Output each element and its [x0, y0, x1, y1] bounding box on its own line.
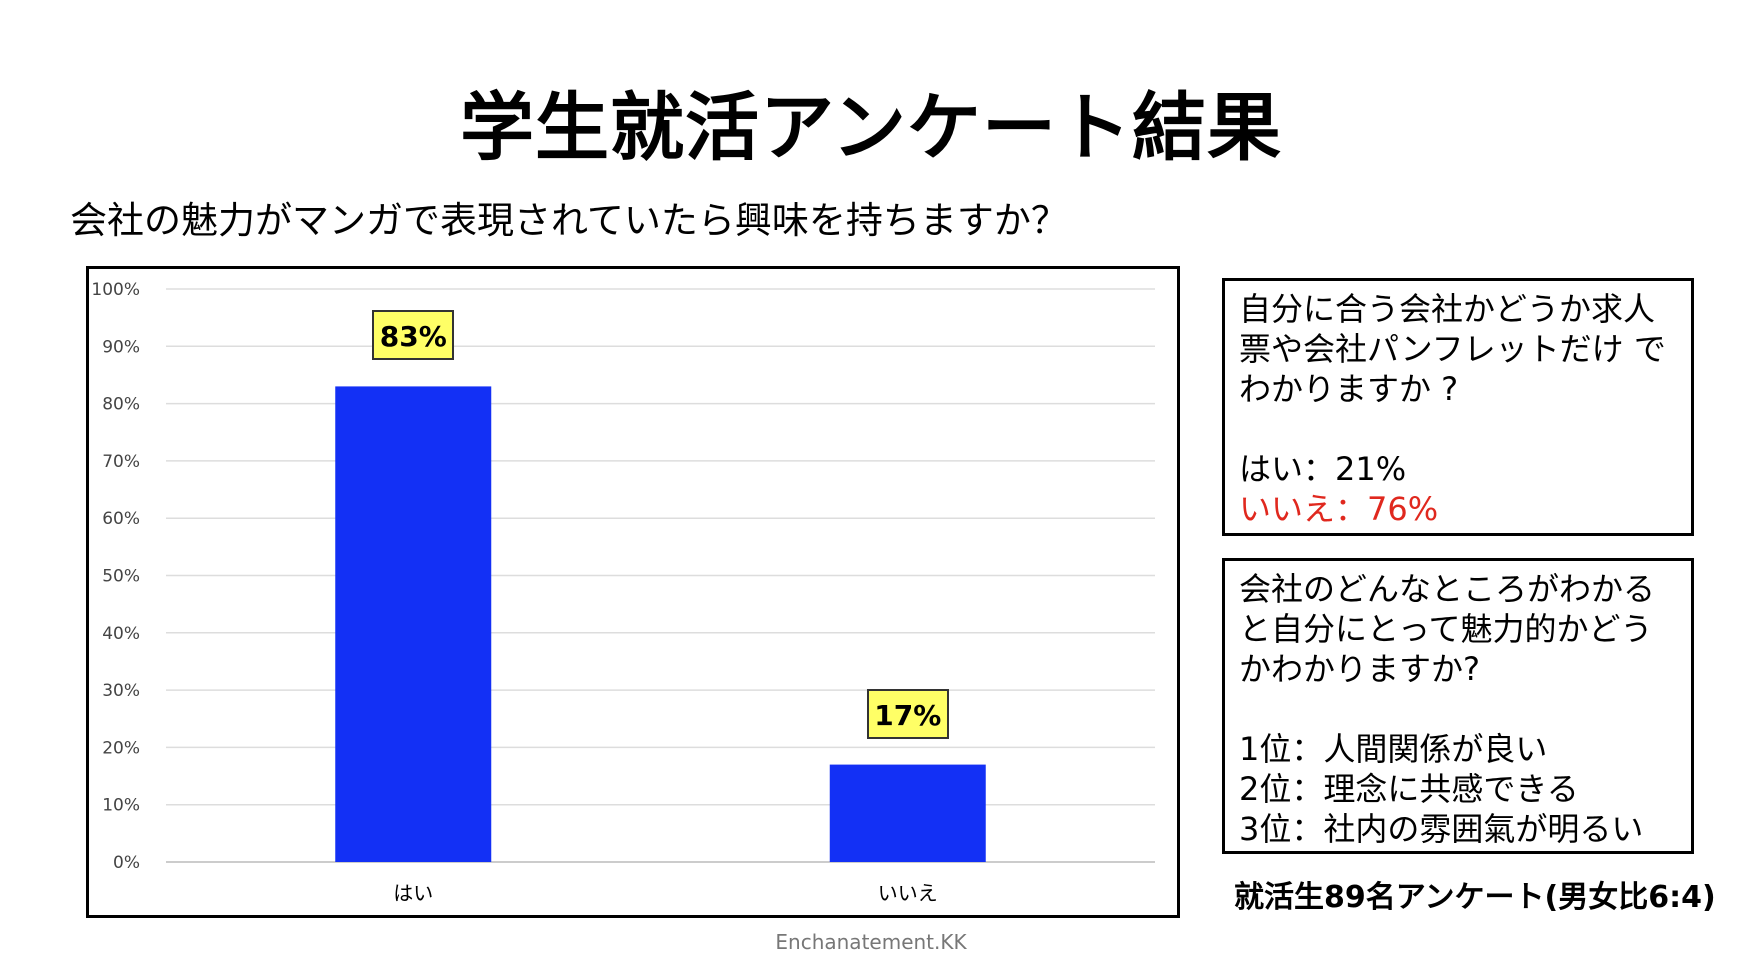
- info-box-question: 会社のどんなところがわかると自分にとって魅力的かどうかわかりますか?: [1239, 570, 1656, 688]
- rank-item: 2位：理念に共感できる: [1239, 770, 1579, 808]
- answer-no: いいえ：76%: [1239, 490, 1439, 528]
- info-box-question: 自分に合う会社かどうか求人票や会社パンフレットだけ でわかりますか ?: [1239, 290, 1666, 408]
- data-label: 17%: [866, 688, 949, 739]
- y-tick-label: 20%: [102, 738, 140, 758]
- bar: [335, 386, 492, 862]
- chart-canvas: 0% 10% 20% 30% 40% 50% 60% 70% 80% 90% 100% はい いいえ: [91, 280, 1155, 905]
- data-label: 83%: [372, 310, 455, 361]
- bar-chart: 0% 10% 20% 30% 40% 50% 60% 70% 80% 90% 100% はい いいえ 8…: [86, 266, 1180, 918]
- company-credit: Enchanatement.KK: [775, 930, 967, 954]
- y-tick-label: 80%: [102, 395, 140, 415]
- y-tick-label: 50%: [102, 567, 140, 587]
- y-tick-label: 90%: [102, 337, 140, 357]
- y-tick-label: 30%: [102, 681, 140, 701]
- x-category-label: はい: [393, 881, 433, 905]
- survey-question: 会社の魅力がマンガで表現されていたら興味を持ちますか？: [70, 199, 1068, 242]
- page-title: 学生就活アンケート結果: [459, 85, 1283, 171]
- y-tick-label: 100%: [91, 280, 140, 300]
- x-category-label: いいえ: [878, 881, 938, 905]
- rank-item: 3位：社内の雰囲氣が明るい: [1239, 810, 1644, 848]
- info-box-documents: 自分に合う会社かどうか求人票や会社パンフレットだけ でわかりますか ? はい：2…: [1222, 278, 1694, 536]
- answer-yes: はい：21%: [1239, 450, 1407, 488]
- y-tick-label: 60%: [102, 509, 140, 529]
- y-tick-label: 70%: [102, 452, 140, 472]
- bar: [829, 764, 986, 862]
- survey-note: 就活生89名アンケート(男女比6:4): [1234, 880, 1716, 915]
- y-tick-label: 0%: [113, 853, 140, 873]
- y-tick-label: 40%: [102, 624, 140, 644]
- info-box-ranking: 会社のどんなところがわかると自分にとって魅力的かどうかわかりますか? 1位：人間…: [1222, 558, 1694, 854]
- rank-item: 1位：人間関係が良い: [1239, 730, 1548, 768]
- y-tick-label: 10%: [102, 796, 140, 816]
